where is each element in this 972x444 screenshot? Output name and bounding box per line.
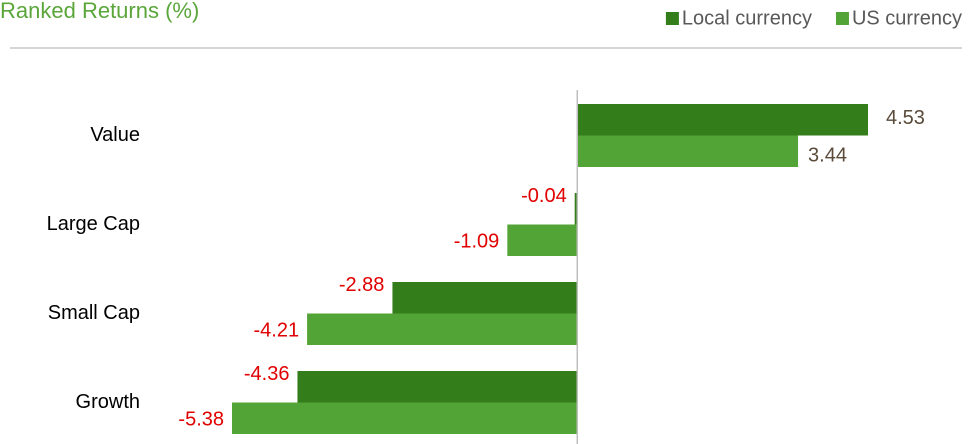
value-label: -4.36 <box>244 363 290 385</box>
value-label: 4.53 <box>886 107 925 129</box>
bar <box>307 313 578 345</box>
y-tick-label: Small Cap <box>48 302 140 324</box>
value-label: -1.09 <box>454 231 500 253</box>
value-label: -0.04 <box>521 185 567 207</box>
bar <box>507 224 578 256</box>
y-tick-label: Value <box>90 124 140 146</box>
value-label: -4.21 <box>253 320 299 342</box>
value-label: -5.38 <box>178 409 224 431</box>
legend-label: US currency <box>852 7 962 29</box>
chart-title: Ranked Returns (%) <box>0 0 199 23</box>
bar <box>297 371 578 403</box>
legend-label: Local currency <box>682 7 812 29</box>
value-label: -2.88 <box>339 274 385 296</box>
legend-swatch <box>665 12 679 25</box>
bar <box>577 135 799 167</box>
bar <box>232 402 578 434</box>
value-label: 3.44 <box>808 145 847 167</box>
bar <box>574 193 578 225</box>
bar <box>392 282 578 314</box>
legend-swatch <box>835 12 849 25</box>
y-tick-label: Large Cap <box>47 213 140 235</box>
bar <box>577 104 868 136</box>
y-tick-label: Growth <box>76 391 140 413</box>
